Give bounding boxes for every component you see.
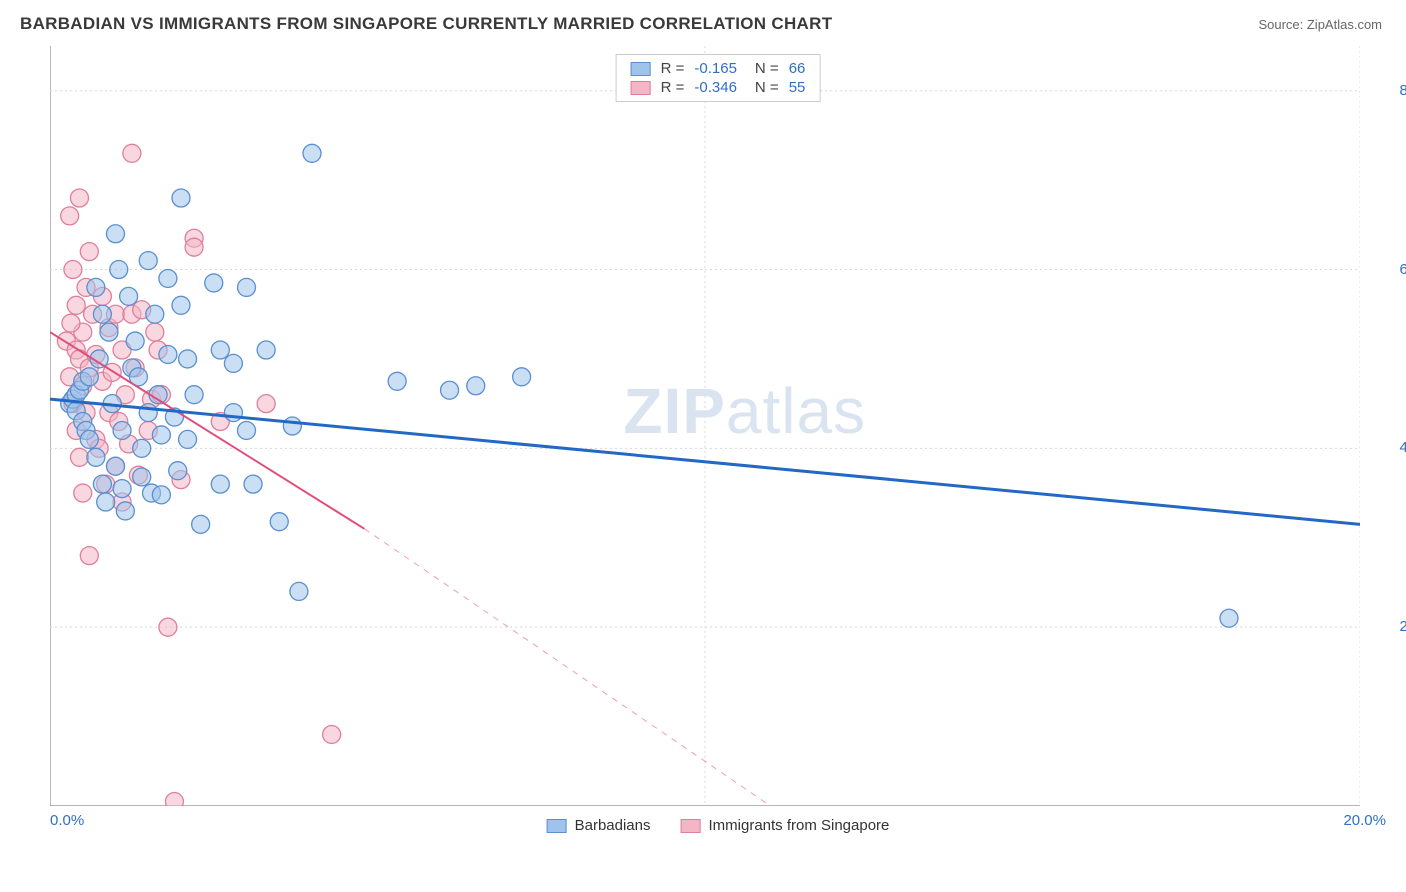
legend-swatch-barbadians — [547, 819, 567, 833]
y-tick-label: 40.0% — [1399, 439, 1406, 456]
legend-label: Barbadians — [575, 817, 651, 834]
stats-r-value: -0.346 — [694, 79, 737, 96]
stats-r-label: R = — [661, 79, 685, 96]
x-tick-label: 20.0% — [1343, 812, 1386, 829]
legend-item-singapore: Immigrants from Singapore — [680, 817, 889, 834]
bottom-legend: Barbadians Immigrants from Singapore — [547, 817, 890, 834]
chart-container: Currently Married R = -0.165 N = 66 R = … — [20, 46, 1386, 806]
scatter-plot — [50, 46, 1360, 806]
stats-n-label: N = — [755, 79, 779, 96]
legend-item-barbadians: Barbadians — [547, 817, 651, 834]
legend-swatch-singapore — [680, 819, 700, 833]
chart-header: BARBADIAN VS IMMIGRANTS FROM SINGAPORE C… — [0, 0, 1406, 42]
stats-n-value: 66 — [789, 60, 806, 77]
y-tick-label: 20.0% — [1399, 618, 1406, 635]
stats-r-label: R = — [661, 60, 685, 77]
stats-row-barbadians: R = -0.165 N = 66 — [617, 59, 820, 78]
y-tick-label: 80.0% — [1399, 82, 1406, 99]
swatch-singapore — [631, 81, 651, 95]
swatch-barbadians — [631, 62, 651, 76]
stats-r-value: -0.165 — [694, 60, 737, 77]
x-tick-label: 0.0% — [50, 812, 84, 829]
y-tick-label: 60.0% — [1399, 261, 1406, 278]
stats-row-singapore: R = -0.346 N = 55 — [617, 78, 820, 97]
chart-title: BARBADIAN VS IMMIGRANTS FROM SINGAPORE C… — [20, 14, 832, 34]
stats-n-value: 55 — [789, 79, 806, 96]
stats-n-label: N = — [755, 60, 779, 77]
chart-source: Source: ZipAtlas.com — [1258, 17, 1382, 32]
stats-legend: R = -0.165 N = 66 R = -0.346 N = 55 — [616, 54, 821, 102]
plot-wrapper: R = -0.165 N = 66 R = -0.346 N = 55 ZIPa… — [50, 46, 1386, 806]
legend-label: Immigrants from Singapore — [708, 817, 889, 834]
